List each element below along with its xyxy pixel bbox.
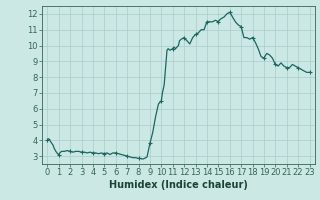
X-axis label: Humidex (Indice chaleur): Humidex (Indice chaleur) [109, 180, 248, 190]
